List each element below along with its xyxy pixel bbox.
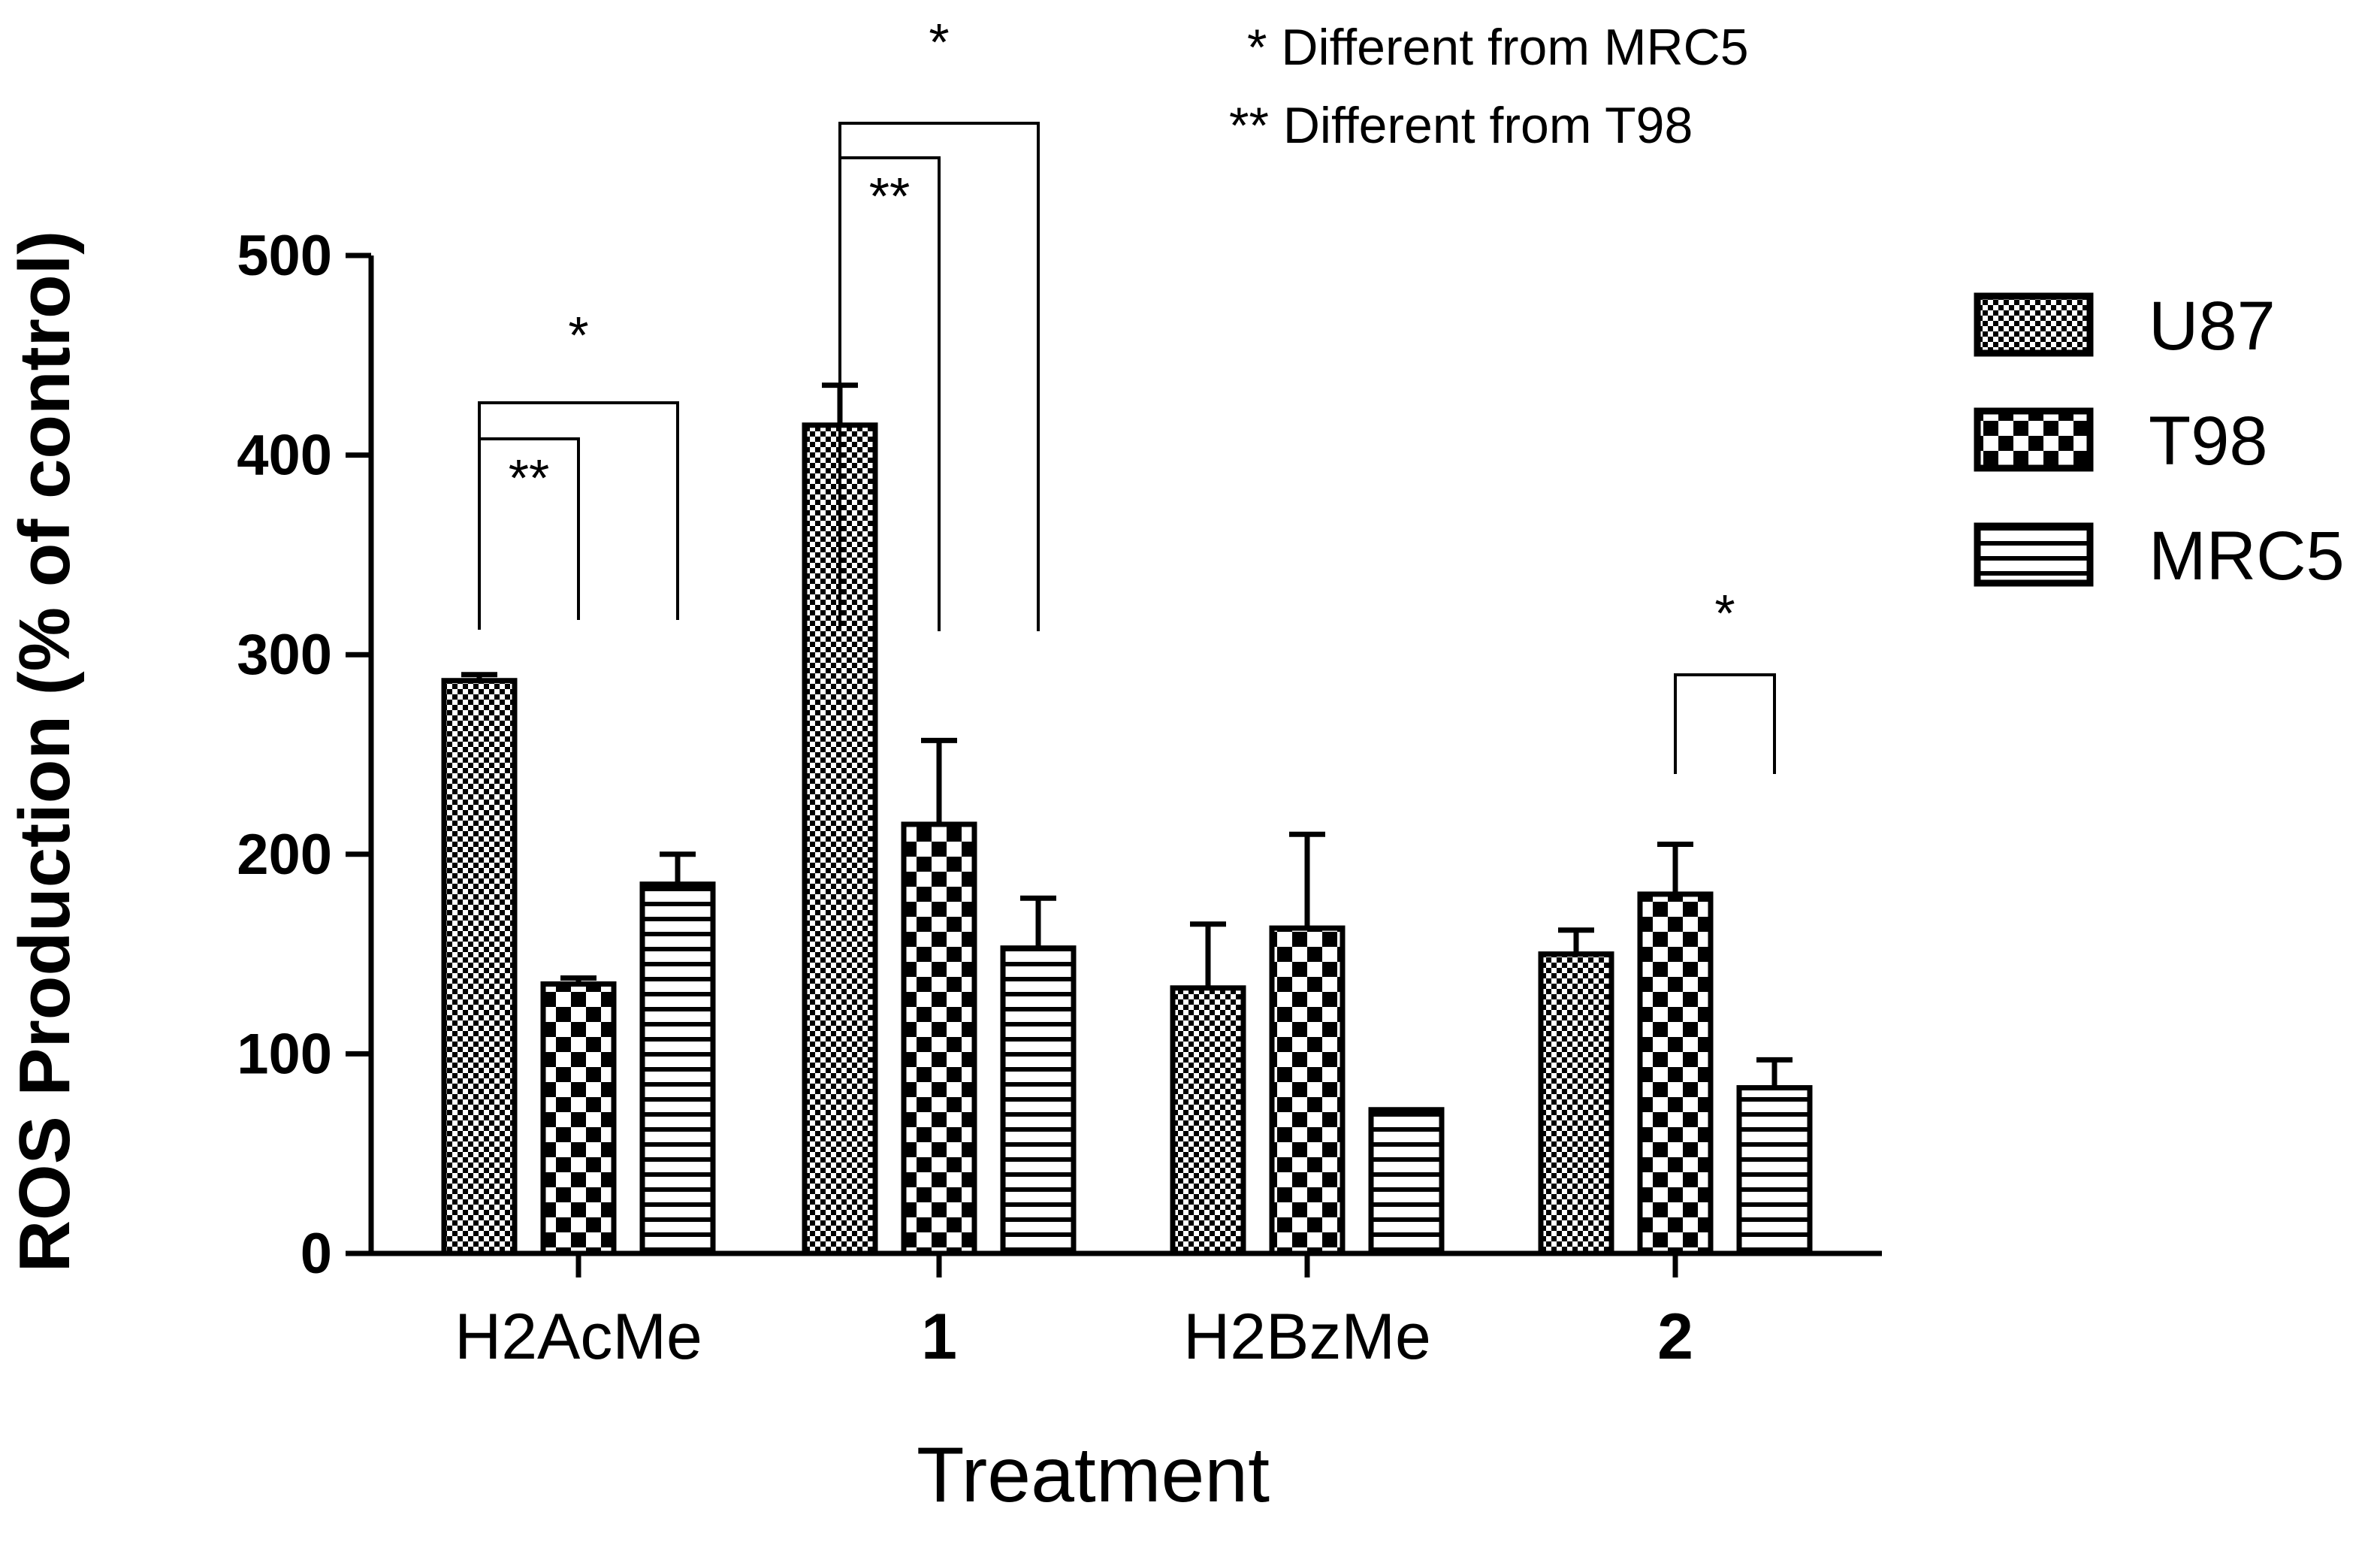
y-tick-label-200: 200	[237, 823, 332, 887]
bar-mrc5-2	[1736, 1085, 1813, 1256]
significance-h2acme-u87-t98-bracket	[478, 437, 580, 630]
x-axis-title: Treatment	[917, 1432, 1270, 1519]
bar-mrc5-h2bzme	[1368, 1107, 1445, 1256]
y-axis-title: ROS Production (% of control)	[5, 231, 85, 1273]
significance-2-t98-mrc5-bracket	[1674, 673, 1776, 774]
y-tick-label-300: 300	[237, 623, 332, 687]
bar-u87-h2acme	[441, 678, 518, 1256]
bars	[441, 382, 1813, 1256]
significance-1-u87-t98-label: **	[869, 167, 910, 225]
significance-h2acme-u87-mrc5-label: *	[568, 306, 588, 364]
bar-t98-2	[1637, 891, 1714, 1256]
legend-label-mrc5: MRC5	[2149, 518, 2345, 594]
legend: U87 T98 MRC5	[1974, 288, 2345, 594]
x-tick-label-h2acme: H2AcMe	[455, 1301, 702, 1373]
significance-2-t98-mrc5-label: *	[1714, 584, 1735, 642]
y-tick-label-400: 400	[237, 424, 332, 488]
axes: 0 100 200 300 400 500 H2AcMe 1 H2BzMe 2	[237, 224, 1882, 1373]
significance-1-u87-t98-bracket	[838, 156, 941, 631]
y-tick-label-0: 0	[301, 1222, 332, 1286]
significance-brackets: *******	[478, 13, 1776, 774]
note-different-from-mrc5: * Different from MRC5	[1247, 19, 1749, 76]
legend-swatch-mrc5	[1974, 522, 2094, 587]
legend-label-t98: T98	[2149, 403, 2268, 479]
significance-h2acme-u87-t98-label: **	[509, 449, 549, 507]
legend-swatch-t98	[1974, 407, 2094, 472]
x-tick-label-1: 1	[921, 1301, 957, 1373]
x-tick-label-2: 2	[1657, 1301, 1693, 1373]
bar-t98-h2bzme	[1269, 925, 1346, 1256]
bar-mrc5-h2acme	[639, 881, 716, 1256]
significance-1-u87-mrc5-label: *	[929, 13, 949, 71]
legend-swatch-u87	[1974, 292, 2094, 357]
bar-u87-h2bzme	[1170, 985, 1246, 1256]
bar-t98-1	[901, 821, 977, 1256]
bar-mrc5-1	[1000, 945, 1077, 1256]
x-tick-label-h2bzme: H2BzMe	[1183, 1301, 1431, 1373]
y-tick-label-100: 100	[237, 1022, 332, 1086]
bar-u87-2	[1538, 951, 1614, 1256]
y-tick-label-500: 500	[237, 224, 332, 288]
note-different-from-t98: ** Different from T98	[1229, 97, 1693, 154]
bar-t98-h2acme	[540, 981, 617, 1256]
legend-label-u87: U87	[2149, 288, 2276, 364]
